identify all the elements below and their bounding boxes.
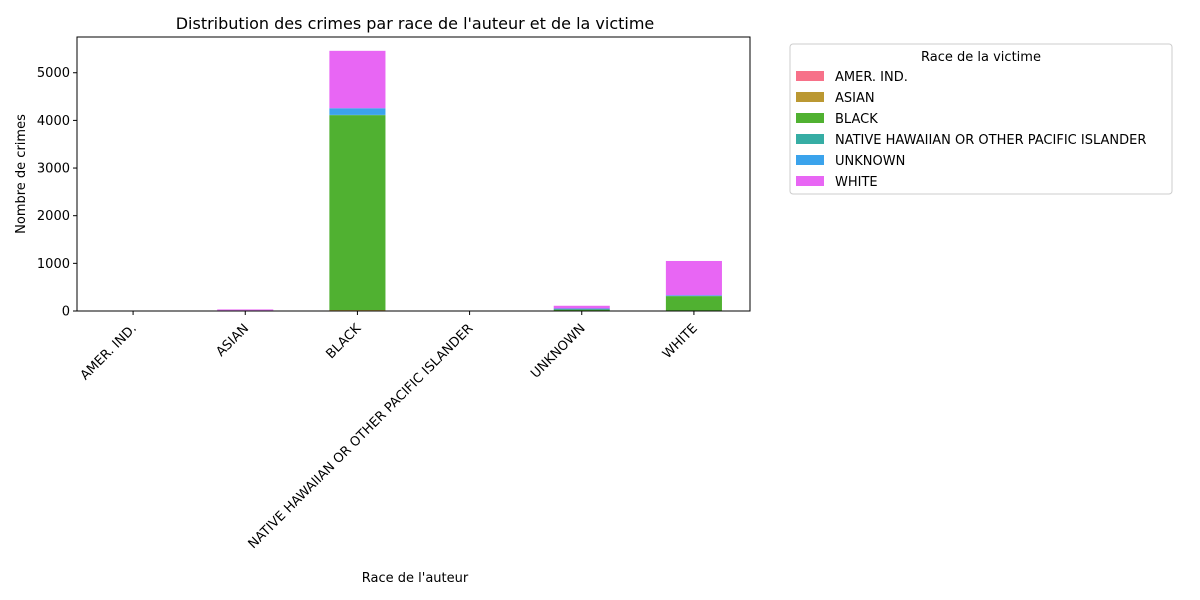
legend-swatch bbox=[796, 134, 824, 144]
x-tick-label: ASIAN bbox=[213, 321, 252, 360]
bar-segment bbox=[553, 305, 610, 309]
bar-segment bbox=[665, 260, 722, 296]
y-tick-label: 3000 bbox=[37, 162, 70, 177]
y-tick-label: 0 bbox=[62, 305, 70, 320]
y-tick-label: 5000 bbox=[37, 66, 70, 81]
y-axis-label: Nombre de crimes bbox=[14, 114, 29, 234]
x-tick-label: UNKNOWN bbox=[528, 321, 588, 381]
y-tick-label: 4000 bbox=[37, 114, 70, 129]
legend-label: NATIVE HAWAIIAN OR OTHER PACIFIC ISLANDE… bbox=[835, 133, 1146, 148]
bar-segment bbox=[553, 309, 610, 311]
chart-title: Distribution des crimes par race de l'au… bbox=[176, 14, 655, 33]
bars-layer bbox=[105, 50, 722, 311]
legend-label: BLACK bbox=[835, 112, 878, 127]
legend-label: WHITE bbox=[835, 175, 878, 190]
y-tick-label: 2000 bbox=[37, 209, 70, 224]
legend-label: ASIAN bbox=[835, 91, 875, 106]
x-axis-label: Race de l'auteur bbox=[362, 571, 469, 586]
bar-segment bbox=[553, 308, 610, 310]
legend-swatch bbox=[796, 71, 824, 81]
legend-label: UNKNOWN bbox=[835, 154, 905, 169]
x-tick-label: AMER. IND. bbox=[78, 321, 140, 383]
legend-swatch bbox=[796, 176, 824, 186]
x-tick-label: BLACK bbox=[323, 321, 364, 362]
legend-swatch bbox=[796, 113, 824, 123]
legend-title: Race de la victime bbox=[921, 50, 1041, 65]
legend-label: AMER. IND. bbox=[835, 70, 908, 85]
x-tick-label: NATIVE HAWAIIAN OR OTHER PACIFIC ISLANDE… bbox=[246, 321, 477, 552]
legend: Race de la victime AMER. IND. ASIAN BLACK N… bbox=[789, 43, 1173, 195]
legend-swatch bbox=[796, 155, 824, 165]
bar-segment bbox=[329, 115, 386, 311]
bar-segment bbox=[329, 108, 386, 115]
y-axis: 0 1000 2000 3000 4000 5000 bbox=[37, 66, 77, 320]
legend-frame bbox=[789, 43, 1173, 195]
bar-segment bbox=[329, 50, 386, 109]
bar-segment bbox=[329, 310, 386, 311]
plot-frame bbox=[76, 36, 751, 312]
legend-items: AMER. IND. ASIAN BLACK NATIVE HAWAIIAN OR O… bbox=[796, 70, 1146, 190]
legend-swatch bbox=[796, 92, 824, 102]
bar-segment bbox=[665, 295, 722, 297]
x-tick-label: WHITE bbox=[660, 321, 701, 362]
bar-segment bbox=[665, 296, 722, 311]
bar-segment bbox=[217, 309, 274, 311]
y-tick-label: 1000 bbox=[37, 257, 70, 272]
